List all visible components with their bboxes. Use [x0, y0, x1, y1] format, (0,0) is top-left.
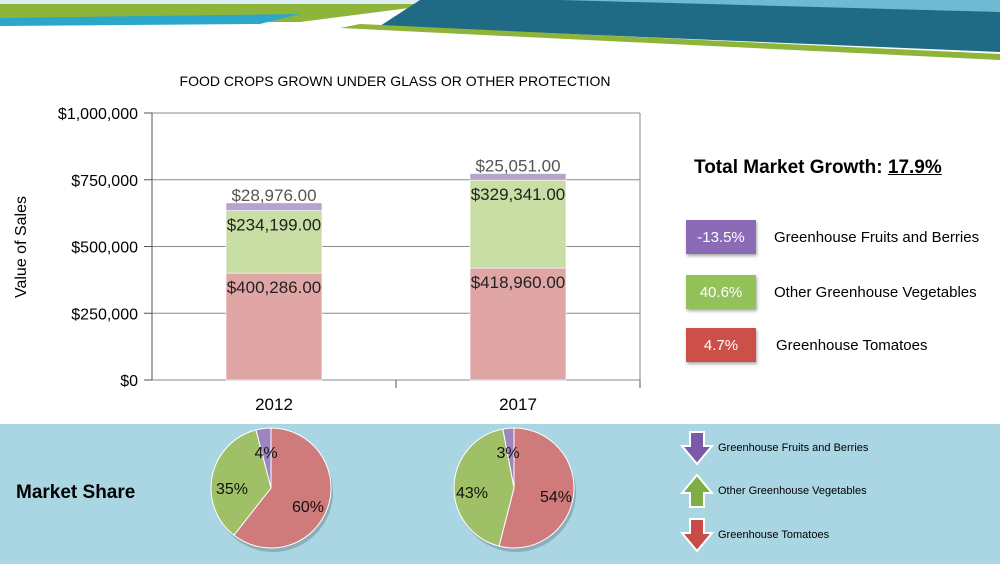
x-tick-label: 2017	[499, 395, 537, 414]
bar-segment-greenhouse-tomatoes	[225, 272, 323, 381]
pie-slice-label: 43%	[456, 485, 488, 502]
stacked-bar-chart: FOOD CROPS GROWN UNDER GLASS OR OTHER PR…	[13, 73, 641, 414]
market-growth-title: Total Market Growth: 17.9%	[694, 157, 942, 179]
bar-data-label: $400,286.00	[227, 278, 322, 297]
y-tick-label: $750,000	[71, 173, 138, 190]
bar-data-label: $25,051.00	[475, 157, 560, 176]
pie-slice-label: 60%	[292, 499, 324, 516]
bar-data-label: $418,960.00	[471, 273, 566, 292]
share-legend-fruits: Greenhouse Fruits and Berries	[680, 430, 868, 466]
bar-segment-other-greenhouse-vegetables	[469, 179, 567, 269]
arrow-down-icon	[680, 518, 714, 553]
market-growth-value: 17.9%	[887, 157, 942, 178]
growth-pct-tomatoes: 4.7%	[686, 328, 756, 362]
y-tick-label: $500,000	[71, 240, 138, 257]
pie-slice-label: 54%	[540, 489, 572, 506]
growth-item-fruits: -13.5% Greenhouse Fruits and Berries	[686, 220, 979, 254]
bar-segment-greenhouse-fruits-and-berries	[225, 202, 323, 211]
decorative-banner	[0, 0, 1000, 60]
bar-data-label: $28,976.00	[231, 186, 316, 205]
growth-item-vegetables: 40.6% Other Greenhouse Vegetables	[686, 275, 977, 309]
arrow-up-icon	[680, 473, 714, 508]
growth-label-tomatoes: Greenhouse Tomatoes	[776, 336, 928, 354]
growth-pct-fruits: -13.5%	[686, 220, 756, 254]
growth-label-vegetables: Other Greenhouse Vegetables	[774, 283, 977, 301]
share-legend-tomatoes: Greenhouse Tomatoes	[680, 517, 829, 553]
pie-slice-other-greenhouse-vegetables	[210, 429, 272, 536]
market-growth-label: Total Market Growth:	[694, 157, 883, 178]
y-tick-label: $250,000	[71, 306, 138, 323]
y-axis-label: Value of Sales	[13, 196, 30, 298]
x-tick-label: 2012	[255, 395, 293, 414]
market-share-pies: 4% 60% 35% 3% 54% 43%	[210, 427, 576, 552]
pie-slice-greenhouse-tomatoes	[233, 427, 332, 549]
y-tick-label: $1,000,000	[58, 106, 138, 123]
arrow-down-icon	[680, 431, 714, 466]
share-legend-label-fruits: Greenhouse Fruits and Berries	[718, 442, 869, 454]
bar-segment-other-greenhouse-vegetables	[225, 210, 323, 274]
pie-slice-label: 3%	[496, 445, 519, 462]
pie-slice-greenhouse-tomatoes	[498, 427, 575, 549]
growth-label-fruits: Greenhouse Fruits and Berries	[774, 228, 980, 246]
chart-title: FOOD CROPS GROWN UNDER GLASS OR OTHER PR…	[180, 73, 611, 89]
bar-data-label: $329,341.00	[471, 185, 566, 204]
bar-segment-greenhouse-tomatoes	[469, 267, 567, 381]
share-legend-label-vegetables: Other Greenhouse Vegetables	[718, 485, 867, 497]
growth-pct-vegetables: 40.6%	[686, 275, 756, 309]
pie-slice-other-greenhouse-vegetables	[453, 428, 515, 547]
pie-slice-label: 4%	[254, 445, 277, 462]
bar-segment-greenhouse-fruits-and-berries	[469, 173, 567, 181]
share-legend-label-tomatoes: Greenhouse Tomatoes	[718, 529, 830, 541]
pie-slice-label: 35%	[216, 481, 248, 498]
share-legend-vegetables: Other Greenhouse Vegetables	[680, 473, 867, 509]
y-tick-label: $0	[120, 373, 138, 390]
market-share-title: Market Share	[16, 482, 136, 503]
growth-item-tomatoes: 4.7% Greenhouse Tomatoes	[686, 328, 928, 362]
bar-data-label: $234,199.00	[227, 216, 322, 235]
